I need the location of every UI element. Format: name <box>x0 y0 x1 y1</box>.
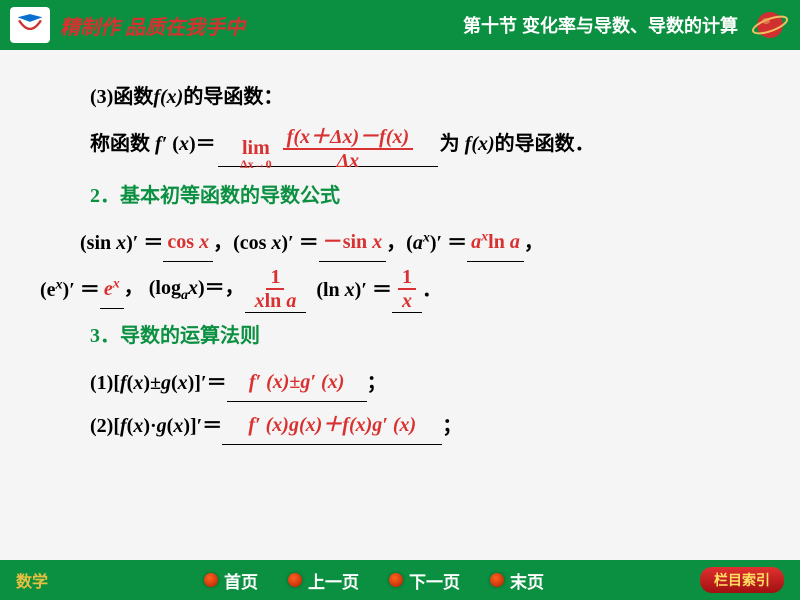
item3-tail: 的导函数： <box>183 86 283 108</box>
deriv-suffix-fx: f(x) <box>460 125 495 163</box>
rule2-lhs: (2)[f(x)·g(x)]′＝ <box>90 407 222 445</box>
logo-icon <box>10 7 50 43</box>
logax-lhs: ， (logax)＝， <box>124 269 245 310</box>
deriv-prefix: 称函数 <box>90 125 150 163</box>
semi-2: ； <box>442 407 462 445</box>
section-2-heading: 2．基本初等函数的导数公式 <box>90 177 760 215</box>
footer-bar: 数学 首页 上一页 下一页 末页 栏目索引 <box>0 560 800 600</box>
item-3-heading: (3)函数f(x)的导函数： <box>90 78 760 116</box>
lnx-lhs: (ln x)′ ＝ <box>306 271 392 309</box>
nav-home[interactable]: 首页 <box>204 568 258 593</box>
item3-fx: f(x) <box>153 86 183 108</box>
logax-ans: 1 xln a <box>245 266 307 313</box>
logo-area: 精制作 品质在我手中 <box>10 7 245 43</box>
difference-quotient: f(x＋Δx)－f(x) Δx <box>283 126 414 172</box>
period-1: ． <box>422 271 442 309</box>
lim-sub: Δx→0 <box>240 158 272 170</box>
lnx-ans: 1 x <box>392 266 422 313</box>
index-button[interactable]: 栏目索引 <box>700 567 784 593</box>
nav-next[interactable]: 下一页 <box>389 568 460 593</box>
dot-icon <box>288 573 302 587</box>
rule-1: (1)[f(x)±g(x)]′＝ f′ (x)±g′ (x) ； <box>90 363 760 402</box>
header-slogan: 精制作 品质在我手中 <box>60 11 245 40</box>
chapter-title: 第十节 变化率与导数、导数的计算 <box>463 12 738 38</box>
content-area: (3)函数f(x)的导函数： 称函数 f′ (x)＝ lim Δx→0 f(x＋… <box>0 50 800 560</box>
nav-last[interactable]: 末页 <box>490 568 544 593</box>
ax-lhs: ，(ax)′ ＝ <box>386 224 467 262</box>
logax-den: xln a <box>251 290 301 312</box>
section-3-heading: 3．导数的运算法则 <box>90 317 760 355</box>
lim-text: lim <box>242 138 270 158</box>
footer-subject: 数学 <box>16 568 48 592</box>
limit-expr: lim Δx→0 <box>240 138 272 170</box>
rule2-rhs: f′ (x)g(x)＋f(x)g′ (x) <box>222 406 442 445</box>
dot-icon <box>389 573 403 587</box>
derivative-definition: 称函数 f′ (x)＝ lim Δx→0 f(x＋Δx)－f(x) Δx 为 f… <box>90 120 760 167</box>
header-right: 第十节 变化率与导数、导数的计算 <box>463 5 790 45</box>
formula-row-1: (sin x)′ ＝ cos x ，(cos x)′ ＝ －sin x ，(ax… <box>80 223 760 262</box>
frac-den: Δx <box>333 150 364 172</box>
logax-num: 1 <box>266 266 284 290</box>
cos-lhs: ，(cos x)′ ＝ <box>213 224 319 262</box>
sin-ans: cos x <box>163 223 213 262</box>
deriv-x: (x)＝ <box>172 125 215 163</box>
item3-label: (3)函数 <box>90 86 153 108</box>
nav-next-label: 下一页 <box>409 568 460 593</box>
ax-ans: axln a <box>467 223 524 262</box>
nav-prev-label: 上一页 <box>308 568 359 593</box>
deriv-suffix-2: 的导函数． <box>495 125 595 163</box>
nav-home-label: 首页 <box>224 568 258 593</box>
frac-num: f(x＋Δx)－f(x) <box>283 126 414 150</box>
footer-nav: 首页 上一页 下一页 末页 <box>204 568 544 593</box>
header-bar: 精制作 品质在我手中 第十节 变化率与导数、导数的计算 <box>0 0 800 50</box>
lnx-den: x <box>398 290 416 312</box>
dot-icon <box>204 573 218 587</box>
rule1-lhs: (1)[f(x)±g(x)]′＝ <box>90 364 227 402</box>
deriv-suffix-1: 为 <box>440 125 460 163</box>
sin-lhs: (sin x)′ ＝ <box>80 224 163 262</box>
cos-ans: －sin x <box>319 223 386 262</box>
lnx-num: 1 <box>398 266 416 290</box>
ex-lhs: (ex)′ ＝ <box>40 271 100 309</box>
rule1-rhs: f′ (x)±g′ (x) <box>227 363 367 402</box>
ex-ans: ex <box>100 270 124 309</box>
deriv-fprime: f′ <box>150 125 172 163</box>
rule-2: (2)[f(x)·g(x)]′＝ f′ (x)g(x)＋f(x)g′ (x) ； <box>90 406 760 445</box>
globe-icon <box>750 5 790 45</box>
derivative-blank: lim Δx→0 f(x＋Δx)－f(x) Δx <box>218 120 438 167</box>
nav-prev[interactable]: 上一页 <box>288 568 359 593</box>
comma-1: ， <box>524 224 544 262</box>
dot-icon <box>490 573 504 587</box>
semi-1: ； <box>367 364 387 402</box>
formula-row-2: (ex)′ ＝ ex ， (logax)＝， 1 xln a (ln x)′ ＝… <box>40 266 760 313</box>
nav-last-label: 末页 <box>510 568 544 593</box>
